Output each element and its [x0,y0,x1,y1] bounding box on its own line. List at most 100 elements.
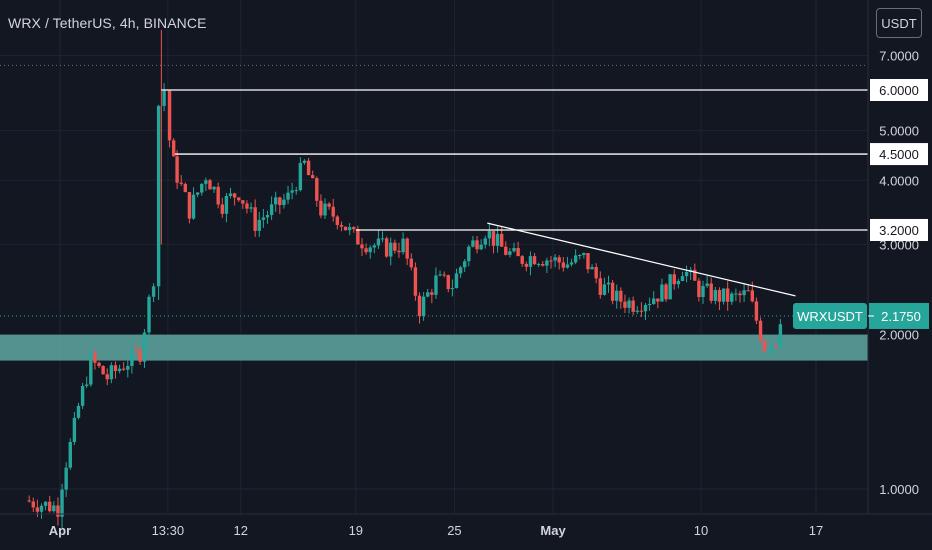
candle-21 [113,361,118,379]
last-price-symbol-box [793,302,867,329]
candle-132 [573,249,578,265]
candle-41 [200,183,204,196]
candle-32 [162,83,166,112]
candle-170 [730,291,734,305]
candle-116 [508,248,512,258]
candle-107 [471,236,475,248]
candle-26 [134,343,138,356]
candle-8 [60,483,64,530]
x-axis-ticks[interactable]: Apr 13:30 12 19 25 May 10 17 [49,523,823,538]
candle-122 [532,252,537,265]
trendline[interactable] [487,222,796,297]
candle-71 [323,198,327,219]
candle-104 [458,265,463,278]
candle-118 [516,241,520,257]
y-axis-ticks[interactable]: 7.0000 5.0000 4.0000 3.0000 2.0000 1.0000 [879,49,919,497]
level-labels: 6.0000 4.5000 3.2000 [870,79,928,241]
candle-28 [142,329,147,368]
candle-84 [376,230,381,249]
candle-156 [672,269,676,290]
candle-7 [56,497,60,526]
candle-56 [261,208,266,228]
candle-176 [754,297,759,325]
candle-73 [331,198,335,222]
candle-113 [495,226,500,253]
candle-154 [664,282,668,302]
candle-174 [746,285,750,292]
candle-179 [766,348,771,356]
candle-52 [245,200,249,214]
candle-50 [237,196,241,202]
candle-86 [384,236,389,258]
candle-137 [594,263,598,284]
candle-127 [553,254,557,268]
candle-15 [89,348,93,387]
candle-57 [265,210,270,224]
candle-97 [430,288,434,304]
x-tick-label-7: 17 [809,523,823,538]
candle-54 [253,199,257,237]
candle-51 [241,199,245,209]
candle-95 [421,291,426,321]
last-price-symbol: WRXUSDT [797,309,863,324]
x-tick-label-6: 10 [694,523,708,538]
candle-12 [76,402,81,420]
candle-24 [126,359,130,378]
candle-14 [85,376,89,389]
candle-18 [101,365,105,375]
candle-59 [274,191,278,212]
level-label-box-0 [870,79,928,101]
candle-146 [631,296,635,316]
candle-105 [463,259,467,272]
candle-27 [138,347,142,365]
candle-169 [725,281,730,311]
candle-68 [310,170,315,179]
symbol-title[interactable]: WRX / TetherUS, 4h, BINANCE [8,15,207,31]
candle-66 [302,159,307,165]
level-label-2: 3.2000 [879,223,919,238]
horizontal-levels[interactable] [161,89,868,231]
candle-44 [212,186,216,194]
candle-172 [738,290,742,303]
candle-159 [684,265,689,283]
candle-9 [64,462,68,498]
candle-149 [643,302,648,320]
candle-141 [610,280,615,305]
candle-3 [39,503,44,519]
candle-72 [327,202,331,210]
candle-30 [151,283,156,303]
candle-117 [512,242,516,253]
candle-67 [306,157,311,176]
candle-87 [389,237,393,266]
candle-130 [565,256,570,269]
candle-25 [130,340,134,374]
candle-178 [762,338,767,353]
candle-39 [191,187,196,220]
grid [0,0,868,514]
candle-119 [520,255,524,267]
currency-badge[interactable]: USDT [876,8,922,38]
x-tick-label-5: May [540,523,566,538]
candle-19 [105,368,109,386]
candle-40 [195,192,200,198]
level-label-1: 4.5000 [879,147,919,162]
candle-81 [364,243,368,255]
last-price-value: 2.1750 [881,309,921,324]
candle-136 [590,264,594,270]
x-tick-label-1: 13:30 [152,523,185,538]
candle-108 [475,236,479,254]
candle-110 [483,235,487,249]
candle-152 [656,298,660,309]
candle-36 [179,175,183,186]
support-zone[interactable] [0,334,868,361]
candle-46 [220,197,224,218]
y-tick-label-3: 3.0000 [879,237,919,252]
candle-1 [31,497,35,512]
candle-33 [167,89,172,148]
candle-162 [697,277,701,302]
candle-164 [705,275,709,288]
candle-134 [582,252,586,259]
candle-181 [774,344,778,349]
y-tick-label-2: 4.0000 [879,173,919,188]
